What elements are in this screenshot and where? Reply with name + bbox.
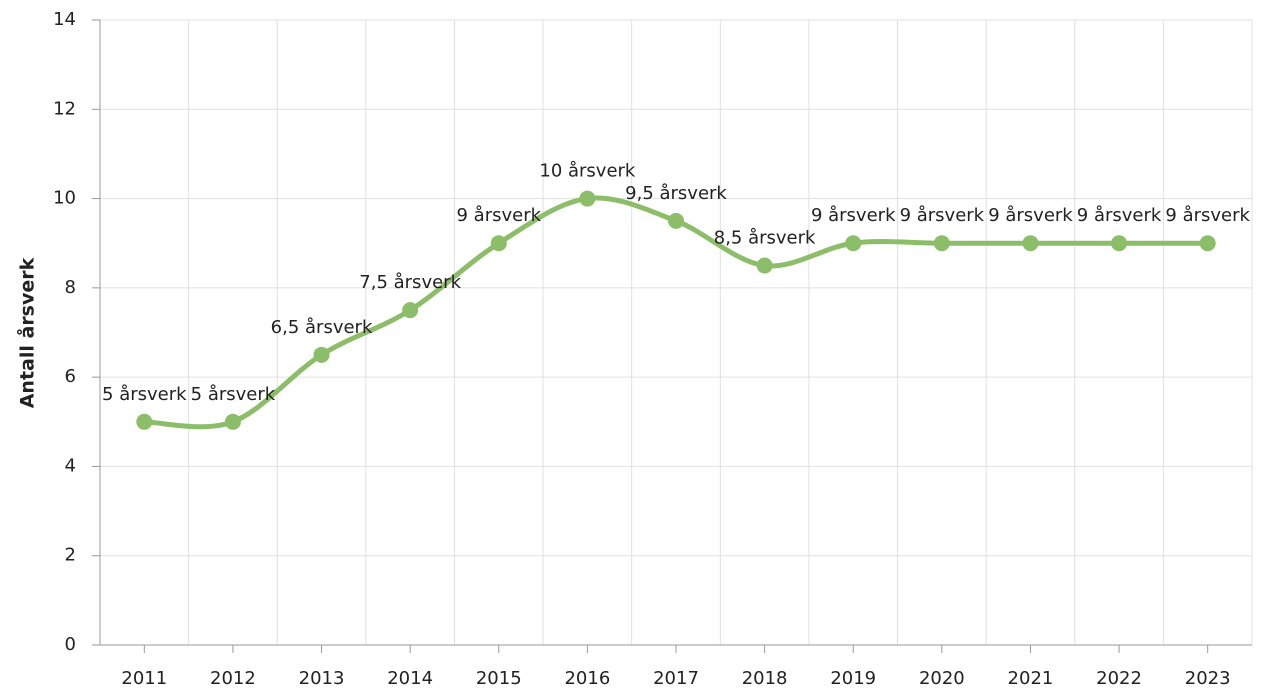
point — [224, 413, 241, 430]
y-tick-label: 2 — [65, 545, 76, 566]
data-label: 9 årsverk — [1165, 205, 1250, 226]
data-label: 9 årsverk — [811, 205, 896, 226]
y-tick-label: 14 — [53, 9, 76, 30]
data-label: 8,5 årsverk — [714, 228, 816, 249]
point — [490, 235, 507, 252]
data-label: 9 årsverk — [900, 205, 985, 226]
data-label: 9 årsverk — [456, 205, 541, 226]
y-axis-label: Antall årsverk — [15, 257, 39, 408]
data-label: 9 årsverk — [988, 205, 1073, 226]
y-tick-label: 0 — [65, 634, 76, 655]
y-tick-label: 10 — [53, 188, 76, 209]
x-tick-label: 2017 — [653, 668, 699, 689]
point — [313, 346, 330, 363]
line — [141, 195, 1211, 430]
point — [1111, 235, 1128, 252]
x-tick-label: 2018 — [742, 668, 788, 689]
data-label: 9,5 årsverk — [625, 183, 727, 204]
x-tick-label: 2021 — [1008, 668, 1054, 689]
point — [668, 212, 684, 229]
data-label: 5 årsverk — [102, 384, 187, 405]
data-label: 5 årsverk — [191, 384, 276, 405]
point — [756, 257, 773, 274]
y-tick-label: 4 — [65, 455, 76, 476]
x-tick-label: 2015 — [476, 668, 522, 689]
point — [1022, 235, 1039, 252]
data-label: 9 årsverk — [1077, 205, 1162, 226]
x-tick-label: 2020 — [919, 668, 965, 689]
data-label: 6,5 årsverk — [271, 317, 373, 338]
x-tick-label: 2016 — [564, 668, 610, 689]
x-tick-label: 2014 — [387, 668, 433, 689]
y-tick-label: 6 — [65, 366, 76, 387]
point — [136, 413, 153, 430]
x-tick-label: 2023 — [1185, 668, 1231, 689]
x-tick-label: 2013 — [299, 668, 345, 689]
point — [579, 190, 596, 207]
x-tick-label: 2019 — [830, 668, 876, 689]
data-label: 10 årsverk — [539, 161, 636, 182]
point — [845, 235, 862, 252]
y-tick-label: 8 — [65, 277, 76, 298]
x-tick-label: 2012 — [210, 668, 256, 689]
data-label: 7,5 årsverk — [359, 272, 461, 293]
point — [1199, 235, 1216, 252]
point — [933, 235, 950, 252]
y-tick-label: 12 — [53, 98, 76, 119]
point — [402, 302, 419, 319]
x-tick-label: 2011 — [121, 668, 167, 689]
x-tick-label: 2022 — [1096, 668, 1142, 689]
